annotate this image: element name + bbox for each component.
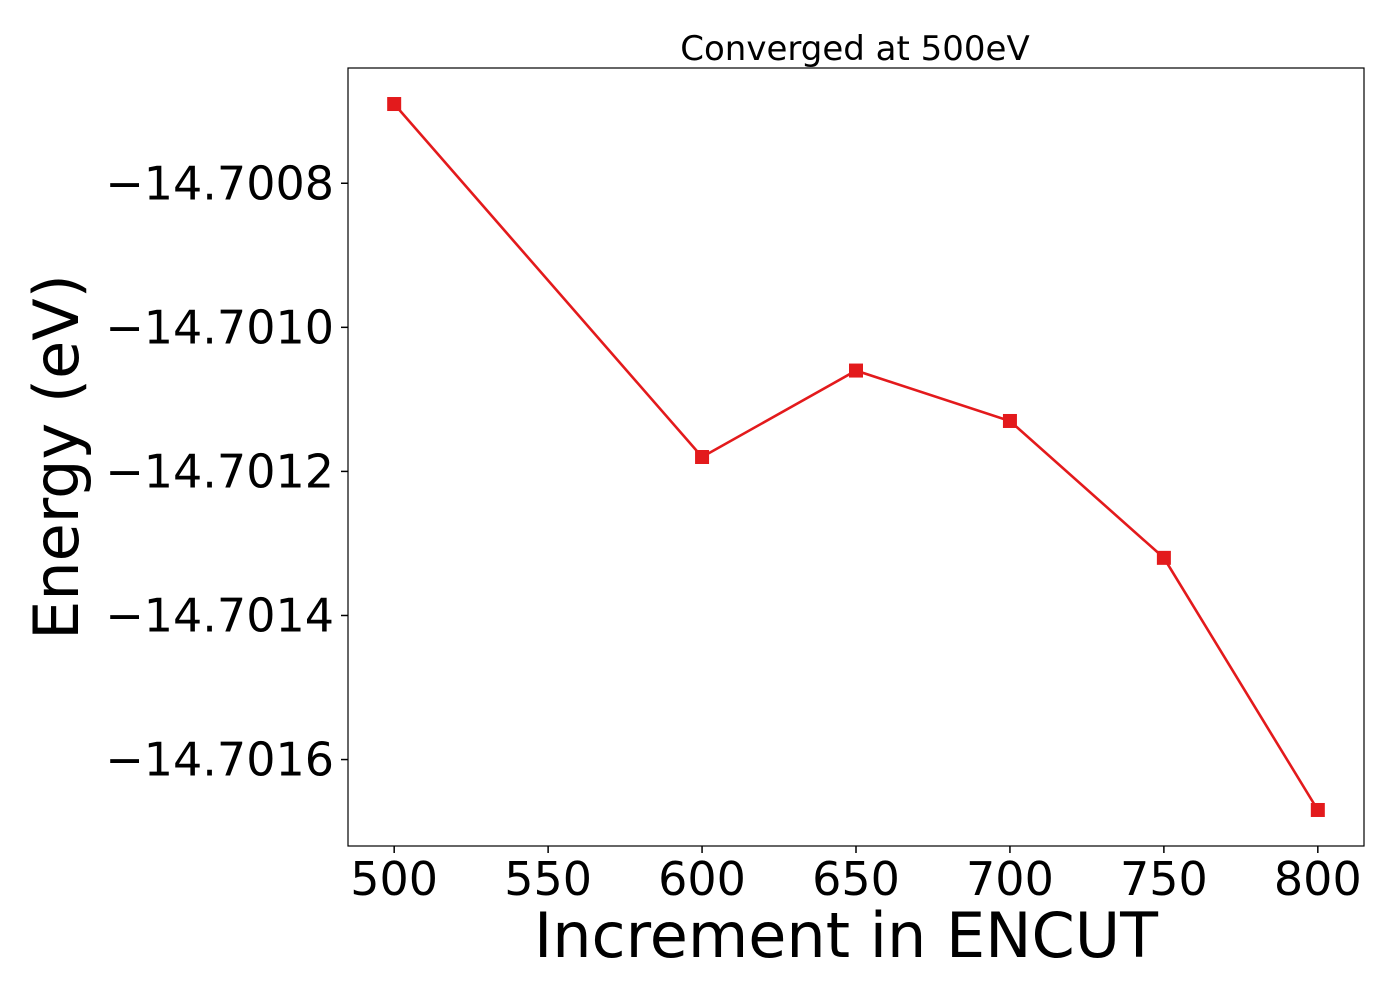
data-point-marker <box>1156 550 1171 565</box>
y-axis: −14.7008 −14.7010 −14.7012 −14.7014 −14.7016 <box>105 156 348 787</box>
x-tick-label: 550 <box>504 852 592 906</box>
x-tick-label: 700 <box>966 852 1054 906</box>
data-point-marker <box>849 363 863 378</box>
y-tick-label: −14.7010 <box>105 300 334 354</box>
y-tick-label: −14.7012 <box>105 444 334 498</box>
x-tick-label: 500 <box>350 852 438 906</box>
x-axis-label: Increment in ENCUT <box>534 899 1159 972</box>
data-point-marker <box>1002 413 1017 428</box>
y-tick-label: −14.7014 <box>105 588 334 642</box>
x-tick-label: 650 <box>812 852 900 906</box>
plot-frame <box>347 67 1365 847</box>
chart-title: Converged at 500eV <box>680 29 1029 69</box>
x-axis: 500 550 600 650 700 750 800 <box>350 846 1362 906</box>
y-tick-label: −14.7008 <box>105 156 334 210</box>
data-point-marker <box>387 97 402 112</box>
y-tick-label: −14.7016 <box>105 733 334 787</box>
data-point-marker <box>695 450 710 464</box>
series-line <box>393 103 1319 811</box>
data-point-marker <box>1310 802 1325 817</box>
x-tick-label: 800 <box>1274 852 1362 906</box>
x-tick-label: 600 <box>658 852 746 906</box>
y-axis-label: Energy (eV) <box>20 274 93 640</box>
x-tick-label: 750 <box>1120 852 1208 906</box>
series-layer <box>387 97 1325 817</box>
